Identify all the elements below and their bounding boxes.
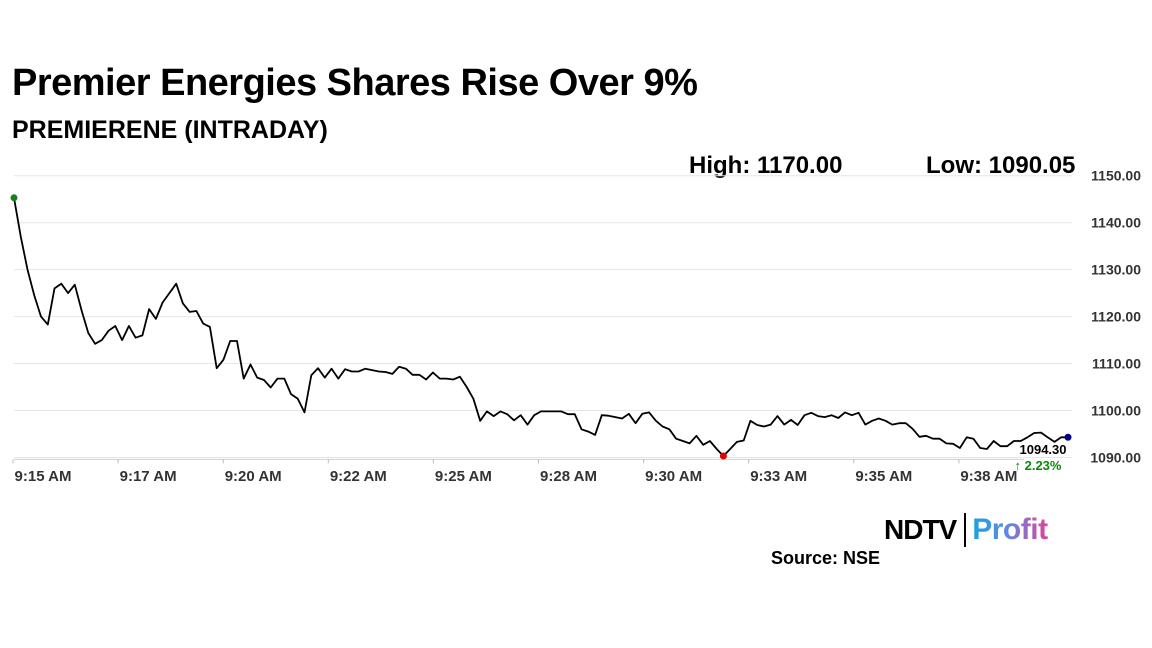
x-axis: 9:15 AM 9:17 AM 9:20 AM 9:22 AM 9:25 AM 9:28 … <box>12 458 1024 485</box>
ndtv-profit-logo: NDTV Profit <box>884 510 1048 550</box>
logo-separator <box>964 513 967 547</box>
y-tick-label: 1090.00 <box>1090 449 1141 465</box>
x-tick-label: 9:38 AM <box>960 468 1017 485</box>
x-tick-label: 9:22 AM <box>330 468 387 485</box>
day-low-marker <box>719 452 727 460</box>
logo-profit: Profit <box>972 513 1048 546</box>
grid-layer <box>14 175 1072 458</box>
x-tick-label: 9:33 AM <box>750 468 807 485</box>
y-axis: 1090.00 1100.00 1110.00 1120.00 1130.00 1140.… <box>1090 168 1141 466</box>
marker-layer <box>10 194 1072 460</box>
x-tick-label: 9:25 AM <box>435 468 492 485</box>
chart-subtitle: PREMIERENE (INTRADAY) <box>12 116 328 144</box>
x-tick-label: 9:30 AM <box>645 468 702 485</box>
logo-ndtv: NDTV <box>884 514 957 545</box>
low-value: Low: 1090.05 <box>926 152 1076 179</box>
y-tick-label: 1130.00 <box>1091 262 1141 278</box>
change-label: ↑ 2.23% <box>1015 458 1062 473</box>
x-tick-label: 9:35 AM <box>855 468 912 485</box>
open-price-marker <box>10 194 18 202</box>
high-value: High: 1170.00 <box>689 152 843 179</box>
x-tick-label: 9:15 AM <box>15 468 72 485</box>
y-tick-label: 1100.00 <box>1091 402 1141 418</box>
y-tick-label: 1120.00 <box>1091 309 1141 325</box>
y-tick-label: 1150.00 <box>1091 168 1141 184</box>
source-note: Source: NSE <box>771 548 881 568</box>
y-tick-label: 1140.00 <box>1091 215 1141 231</box>
last-price-marker <box>1064 433 1072 441</box>
y-tick-label: 1110.00 <box>1092 356 1141 372</box>
last-price-label: 1094.30 <box>1020 442 1067 457</box>
x-tick-label: 9:20 AM <box>225 468 282 485</box>
chart-title: Premier Energies Shares Rise Over 9% <box>12 62 698 104</box>
price-line <box>13 197 1068 457</box>
x-tick-label: 9:28 AM <box>540 468 597 485</box>
x-tick-label: 9:17 AM <box>120 468 177 485</box>
